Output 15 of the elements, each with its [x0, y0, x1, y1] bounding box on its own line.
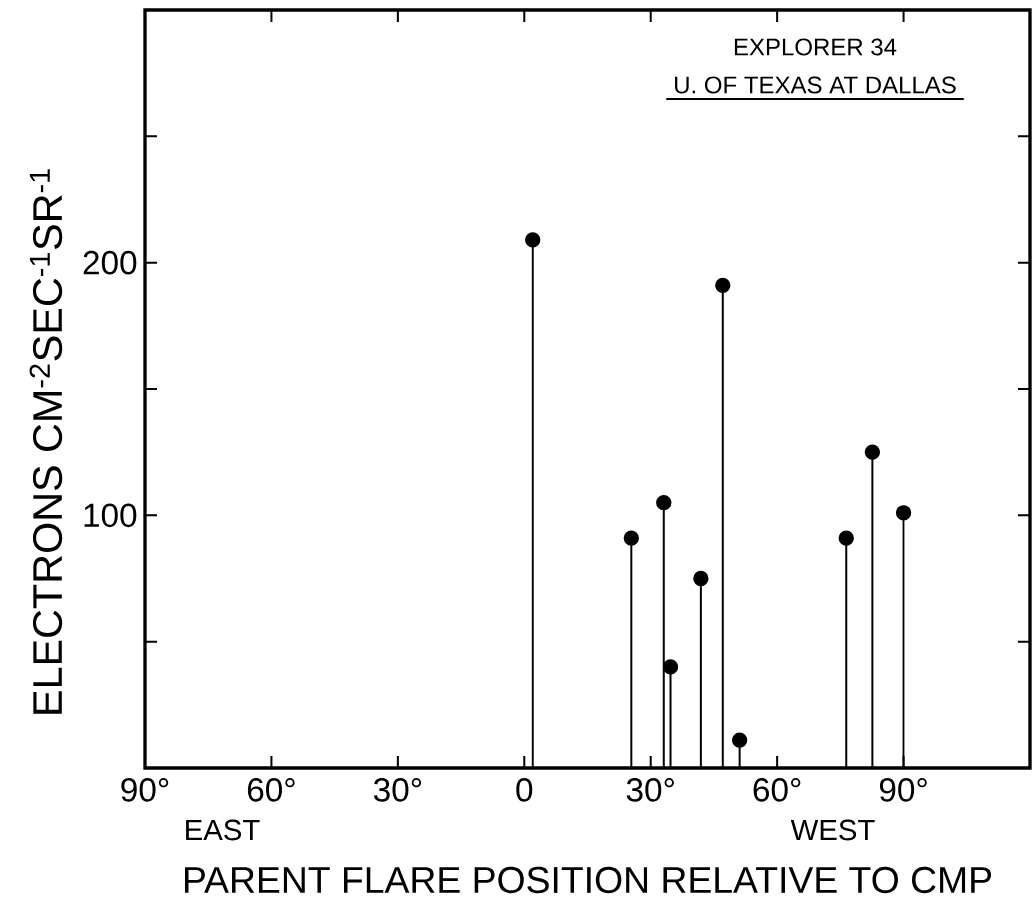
x-tick-label: 90°	[121, 778, 169, 802]
x-tick-label: 30°	[626, 778, 674, 802]
y-axis-title: ELECTRONS CM$^{-2}$SEC$^{-1}$SR$^{-1}$	[29, 169, 63, 714]
y-tick-label: 100	[84, 503, 137, 528]
x-tick-label: 60°	[247, 778, 295, 802]
x-tick-label: 30°	[373, 778, 422, 802]
text: EAST	[186, 819, 260, 841]
annotation: EXPLORER 34	[734, 38, 897, 56]
x-axis-title: PARENT FLARE POSITION RELATIVE TO CMP	[185, 866, 992, 894]
annotation: U. OF TEXAS AT DALLAS	[675, 76, 956, 94]
x-tick-label: 0	[516, 778, 533, 802]
x-tick-label: 60°	[753, 778, 801, 802]
y-tick-label: 200	[83, 250, 137, 275]
x-tick-label: 90°	[879, 778, 927, 802]
text: WEST	[790, 819, 875, 841]
